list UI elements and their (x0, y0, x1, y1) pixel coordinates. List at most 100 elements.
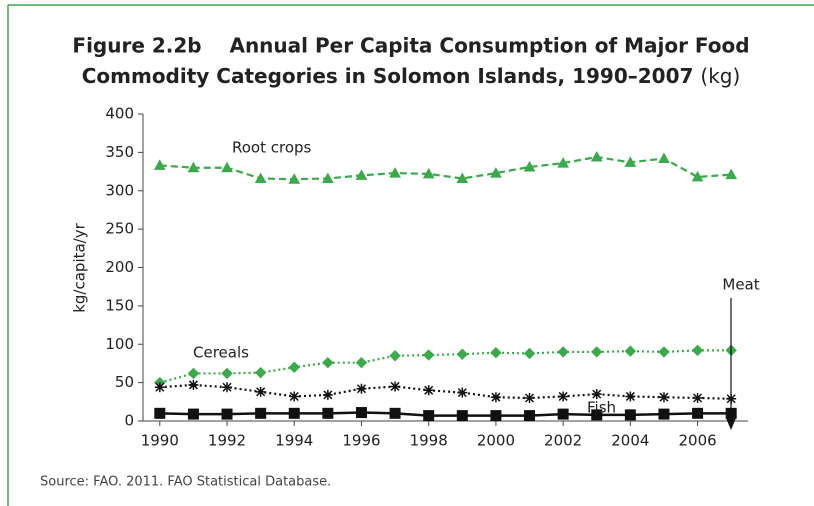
marker (255, 386, 266, 397)
marker (625, 391, 636, 402)
x-tick-label: 1994 (275, 432, 313, 450)
source: Source: FAO. 2011. FAO Statistical Datab… (40, 475, 331, 490)
marker (389, 167, 401, 178)
marker (322, 389, 333, 400)
x-tick-label: 2006 (678, 432, 716, 450)
marker (590, 150, 603, 162)
marker (558, 391, 569, 402)
x-tick-label: 1990 (141, 432, 179, 450)
series-label: Root crops (232, 139, 312, 157)
marker (422, 349, 435, 361)
marker (457, 387, 468, 398)
y-tick-label: 100 (105, 335, 134, 353)
marker (221, 161, 233, 173)
series-line (159, 383, 732, 400)
x-tick-label: 2002 (544, 432, 582, 450)
marker (591, 409, 603, 421)
marker (222, 382, 233, 393)
marker (524, 410, 536, 422)
marker (390, 381, 401, 392)
marker (187, 367, 200, 380)
y-tick-label: 200 (105, 258, 134, 276)
marker (187, 161, 200, 173)
title-unit: (kg) (700, 64, 740, 88)
marker (221, 408, 233, 420)
marker (624, 156, 637, 167)
marker (322, 172, 334, 183)
marker (322, 407, 334, 419)
x-tick-label: 1998 (410, 432, 448, 450)
marker (524, 392, 535, 403)
marker (221, 367, 233, 380)
marker (692, 407, 704, 419)
marker (255, 407, 267, 419)
marker (355, 356, 368, 369)
marker (254, 366, 267, 379)
marker (557, 408, 569, 420)
marker (591, 389, 602, 400)
marker (658, 392, 669, 403)
marker (456, 172, 469, 183)
y-axis-label: kg/capita/yr (71, 222, 89, 312)
marker (288, 173, 301, 184)
marker (456, 348, 469, 360)
series-line (159, 155, 732, 181)
chart-title: Commodity Categories in Solomon Islands,… (82, 64, 694, 88)
marker (523, 160, 536, 172)
marker (188, 379, 199, 390)
series-label: Meat (722, 276, 759, 294)
y-tick-label: 250 (105, 220, 134, 238)
marker (591, 346, 603, 358)
marker (187, 408, 199, 420)
marker (355, 169, 368, 180)
marker (557, 157, 569, 168)
marker (356, 383, 367, 394)
marker (456, 410, 468, 422)
marker (658, 152, 670, 164)
marker (422, 167, 435, 179)
y-tick-label: 0 (124, 412, 134, 430)
series-label: Cereals (193, 344, 249, 362)
marker (154, 382, 165, 393)
marker (490, 410, 502, 422)
series-line (159, 411, 732, 417)
marker (154, 407, 166, 419)
y-tick-label: 50 (115, 373, 134, 391)
marker (389, 407, 401, 419)
marker (691, 170, 704, 182)
marker (658, 346, 670, 358)
chart-title: Commodity Categories in Solomon Islands,… (82, 64, 741, 88)
marker (557, 346, 569, 358)
marker (389, 350, 401, 362)
marker (691, 344, 704, 357)
y-tick-label: 400 (105, 105, 134, 123)
y-tick-label: 300 (105, 181, 134, 199)
x-tick-label: 1996 (342, 432, 380, 450)
marker (624, 345, 637, 357)
marker (490, 346, 502, 359)
marker (624, 409, 636, 421)
marker (355, 407, 367, 419)
marker (254, 172, 267, 183)
marker (523, 347, 536, 360)
x-tick-label: 2000 (477, 432, 515, 450)
marker (289, 391, 300, 402)
annotation-arrowhead (726, 418, 736, 430)
marker (658, 408, 670, 420)
marker (288, 361, 300, 373)
marker (692, 392, 703, 403)
x-tick-label: 2004 (611, 432, 649, 450)
y-tick-label: 150 (105, 296, 134, 314)
series-label: Fish (587, 399, 616, 417)
marker (322, 356, 334, 369)
marker (423, 385, 434, 396)
marker (423, 410, 435, 422)
marker (153, 159, 166, 170)
marker (725, 168, 738, 180)
series-line (159, 349, 732, 384)
x-tick-label: 1992 (208, 432, 246, 450)
y-tick-label: 350 (105, 143, 134, 161)
marker (288, 407, 300, 419)
chart-title: Figure 2.2b Annual Per Capita Consumptio… (72, 34, 749, 58)
